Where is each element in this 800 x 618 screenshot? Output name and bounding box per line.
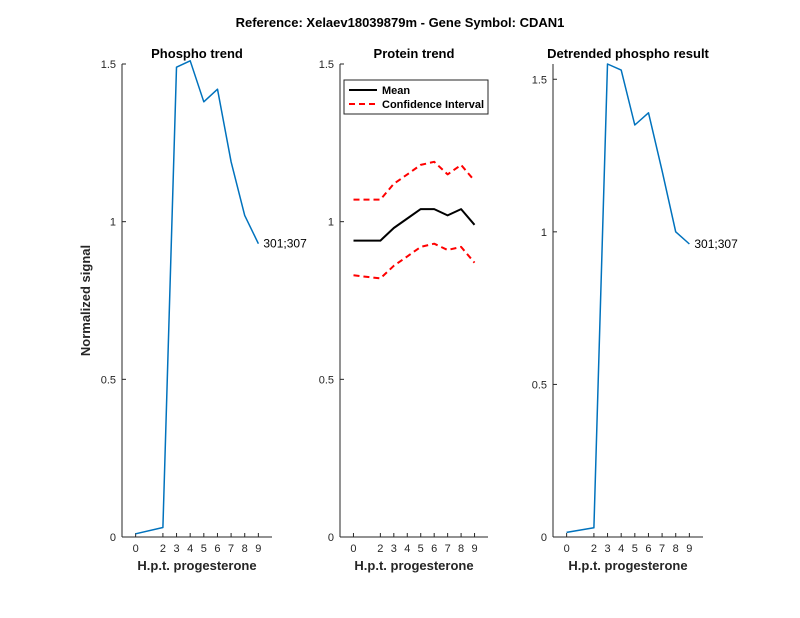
x-tick-label: 9 (471, 543, 477, 555)
x-axis-label: H.p.t. progesterone (354, 558, 473, 573)
x-tick-label: 9 (686, 543, 692, 555)
x-tick-label: 6 (431, 543, 437, 555)
legend: Mean Confidence Interval (343, 79, 489, 115)
x-tick-label: 8 (458, 543, 464, 555)
x-tick-label: 6 (645, 543, 651, 555)
x-tick-label: 0 (133, 543, 139, 555)
x-tick-label: 2 (160, 543, 166, 555)
y-tick-label: 1.5 (532, 74, 547, 86)
x-tick-label: 4 (404, 543, 410, 555)
y-tick-label: 0 (328, 532, 334, 544)
x-tick-label: 3 (391, 543, 397, 555)
series-line-1 (135, 60, 260, 535)
y-tick-label: 0.5 (101, 374, 116, 386)
y-tick-label: 1.5 (101, 59, 116, 71)
x-tick-label: 8 (673, 543, 679, 555)
x-tick-label: 3 (173, 543, 179, 555)
x-tick-label: 2 (591, 543, 597, 555)
figure-title: Reference: Xelaev18039879m - Gene Symbol… (236, 15, 565, 30)
subplot-1: Phospho trend 0 0.5 1 1.5 0 2 3 4 5 6 7 8 9 H.p.t. pro… (78, 46, 307, 573)
x-tick-label: 7 (445, 543, 451, 555)
x-tick-label: 3 (604, 543, 610, 555)
subplot-title: Phospho trend (151, 46, 243, 61)
series-line-1 (566, 63, 690, 534)
series-annotation: 301;307 (263, 237, 307, 251)
y-tick-label: 0 (110, 532, 116, 544)
x-tick-label: 7 (659, 543, 665, 555)
x-tick-label: 5 (632, 543, 638, 555)
x-tick-label: 9 (255, 543, 261, 555)
y-tick-label: 1 (328, 217, 334, 229)
y-tick-label: 1 (110, 217, 116, 229)
y-tick-label: 0.5 (319, 374, 334, 386)
series-line-2 (353, 160, 476, 201)
x-tick-label: 0 (350, 543, 356, 555)
x-tick-label: 7 (228, 543, 234, 555)
x-tick-label: 0 (564, 543, 570, 555)
subplot-2: Protein trend 0 0.5 1 1.5 0 2 3 4 5 6 7 8 9 H.p.t. pro… (319, 46, 489, 573)
series-line-3 (353, 242, 476, 280)
y-tick-label: 1.5 (319, 59, 334, 71)
series-annotation: 301;307 (694, 237, 738, 251)
y-tick-label: 1 (541, 227, 547, 239)
legend-label: Confidence Interval (382, 99, 484, 111)
subplot-3: Detrended phospho result 0 0.5 1 1.5 0 2 3 4 5 6 7 8… (532, 46, 738, 573)
x-tick-label: 4 (187, 543, 193, 555)
x-axis-label: H.p.t. progesterone (137, 558, 256, 573)
x-axis-label: H.p.t. progesterone (568, 558, 687, 573)
legend-box (343, 79, 489, 115)
x-tick-label: 8 (242, 543, 248, 555)
x-tick-label: 5 (418, 543, 424, 555)
legend-label: Mean (382, 85, 410, 97)
y-tick-label: 0.5 (532, 379, 547, 391)
x-tick-label: 6 (214, 543, 220, 555)
y-axis-label: Normalized signal (78, 245, 93, 356)
subplot-title: Detrended phospho result (547, 46, 709, 61)
subplot-title: Protein trend (374, 46, 455, 61)
x-tick-label: 2 (377, 543, 383, 555)
x-tick-label: 5 (201, 543, 207, 555)
y-tick-label: 0 (541, 532, 547, 544)
series-line-1 (353, 208, 476, 242)
x-tick-label: 4 (618, 543, 624, 555)
